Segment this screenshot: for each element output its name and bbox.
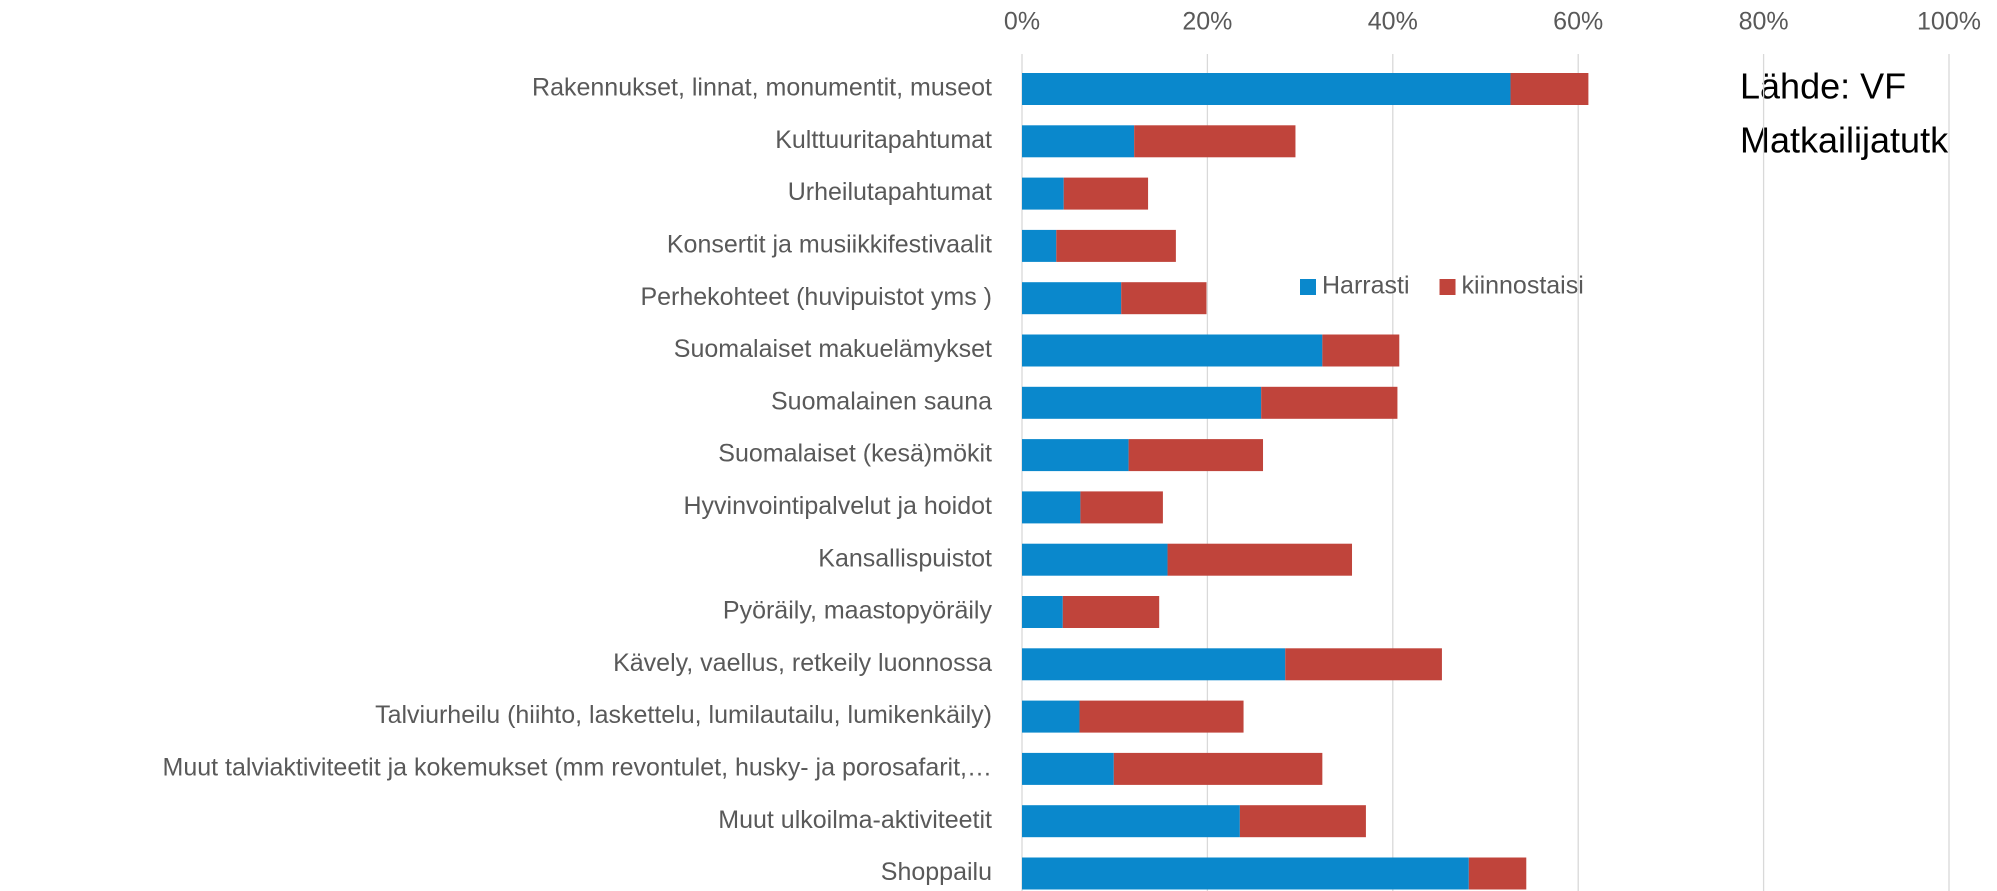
y-tick-label: Shoppailu xyxy=(881,858,992,886)
bar xyxy=(1022,125,1135,158)
bar xyxy=(1022,439,1129,472)
x-tick-label: 100% xyxy=(1917,8,1981,36)
bar xyxy=(1056,229,1176,262)
bar xyxy=(1113,752,1323,785)
y-tick-label: Suomalainen sauna xyxy=(771,387,992,415)
bar xyxy=(1063,177,1149,210)
y-tick-label: Talviurheilu (hiihto, laskettelu, lumila… xyxy=(375,701,992,729)
x-tick-label: 80% xyxy=(1739,8,1789,36)
bar xyxy=(1468,857,1527,890)
bar xyxy=(1022,177,1064,210)
bar xyxy=(1167,543,1353,576)
bar xyxy=(1022,334,1323,367)
y-tick-label: Kävely, vaellus, retkeily luonnossa xyxy=(613,649,992,677)
bar xyxy=(1510,73,1589,105)
y-tick-label: Kulttuuritapahtumat xyxy=(775,126,992,154)
bar xyxy=(1022,386,1262,419)
legend-label: Harrasti xyxy=(1322,272,1410,300)
bar xyxy=(1128,439,1264,472)
y-tick-label: Muut talviaktiviteetit ja kokemukset (mm… xyxy=(163,754,992,782)
bar xyxy=(1062,596,1160,628)
bar xyxy=(1022,282,1122,315)
y-tick-label: Rakennukset, linnat, monumentit, museot xyxy=(532,74,992,102)
y-tick-label: Konsertit ja musiikkifestivaalit xyxy=(667,231,992,259)
bar xyxy=(1239,805,1366,838)
bar xyxy=(1022,229,1057,262)
y-tick-label: Muut ulkoilma-aktiviteetit xyxy=(718,806,992,834)
annotation: Matkailijatutk xyxy=(1740,120,1949,161)
y-tick-label: Hyvinvointipalvelut ja hoidot xyxy=(683,492,992,520)
bar xyxy=(1022,700,1080,733)
bar xyxy=(1022,543,1168,576)
x-tick-label: 0% xyxy=(1004,8,1040,36)
bar xyxy=(1022,857,1469,890)
bar xyxy=(1322,334,1400,367)
y-tick-label: Suomalaiset (kesä)mökit xyxy=(718,440,992,468)
bar xyxy=(1285,648,1442,681)
y-tick-label: Pyöräily, maastopyöräily xyxy=(723,597,993,625)
x-tick-label: 40% xyxy=(1368,8,1418,36)
x-tick-label: 20% xyxy=(1182,8,1232,36)
bar xyxy=(1022,648,1286,681)
bar xyxy=(1022,491,1081,524)
y-tick-label: Perhekohteet (huvipuistot yms ) xyxy=(640,283,992,311)
bar xyxy=(1261,386,1398,419)
x-tick-label: 60% xyxy=(1553,8,1603,36)
bar xyxy=(1022,73,1511,105)
bar xyxy=(1079,700,1244,733)
bar xyxy=(1134,125,1296,158)
bar xyxy=(1022,596,1063,628)
legend-swatch xyxy=(1439,279,1456,295)
bar xyxy=(1080,491,1163,524)
annotation: Lähde: VF xyxy=(1740,66,1906,107)
y-tick-label: Urheilutapahtumat xyxy=(788,178,992,206)
legend-label: kiinnostaisi xyxy=(1462,272,1584,300)
y-tick-label: Kansallispuistot xyxy=(818,544,992,572)
bar xyxy=(1022,805,1240,838)
bar xyxy=(1022,752,1114,785)
bar xyxy=(1121,282,1207,315)
y-tick-label: Suomalaiset makuelämykset xyxy=(674,335,992,363)
legend-swatch xyxy=(1300,279,1316,295)
